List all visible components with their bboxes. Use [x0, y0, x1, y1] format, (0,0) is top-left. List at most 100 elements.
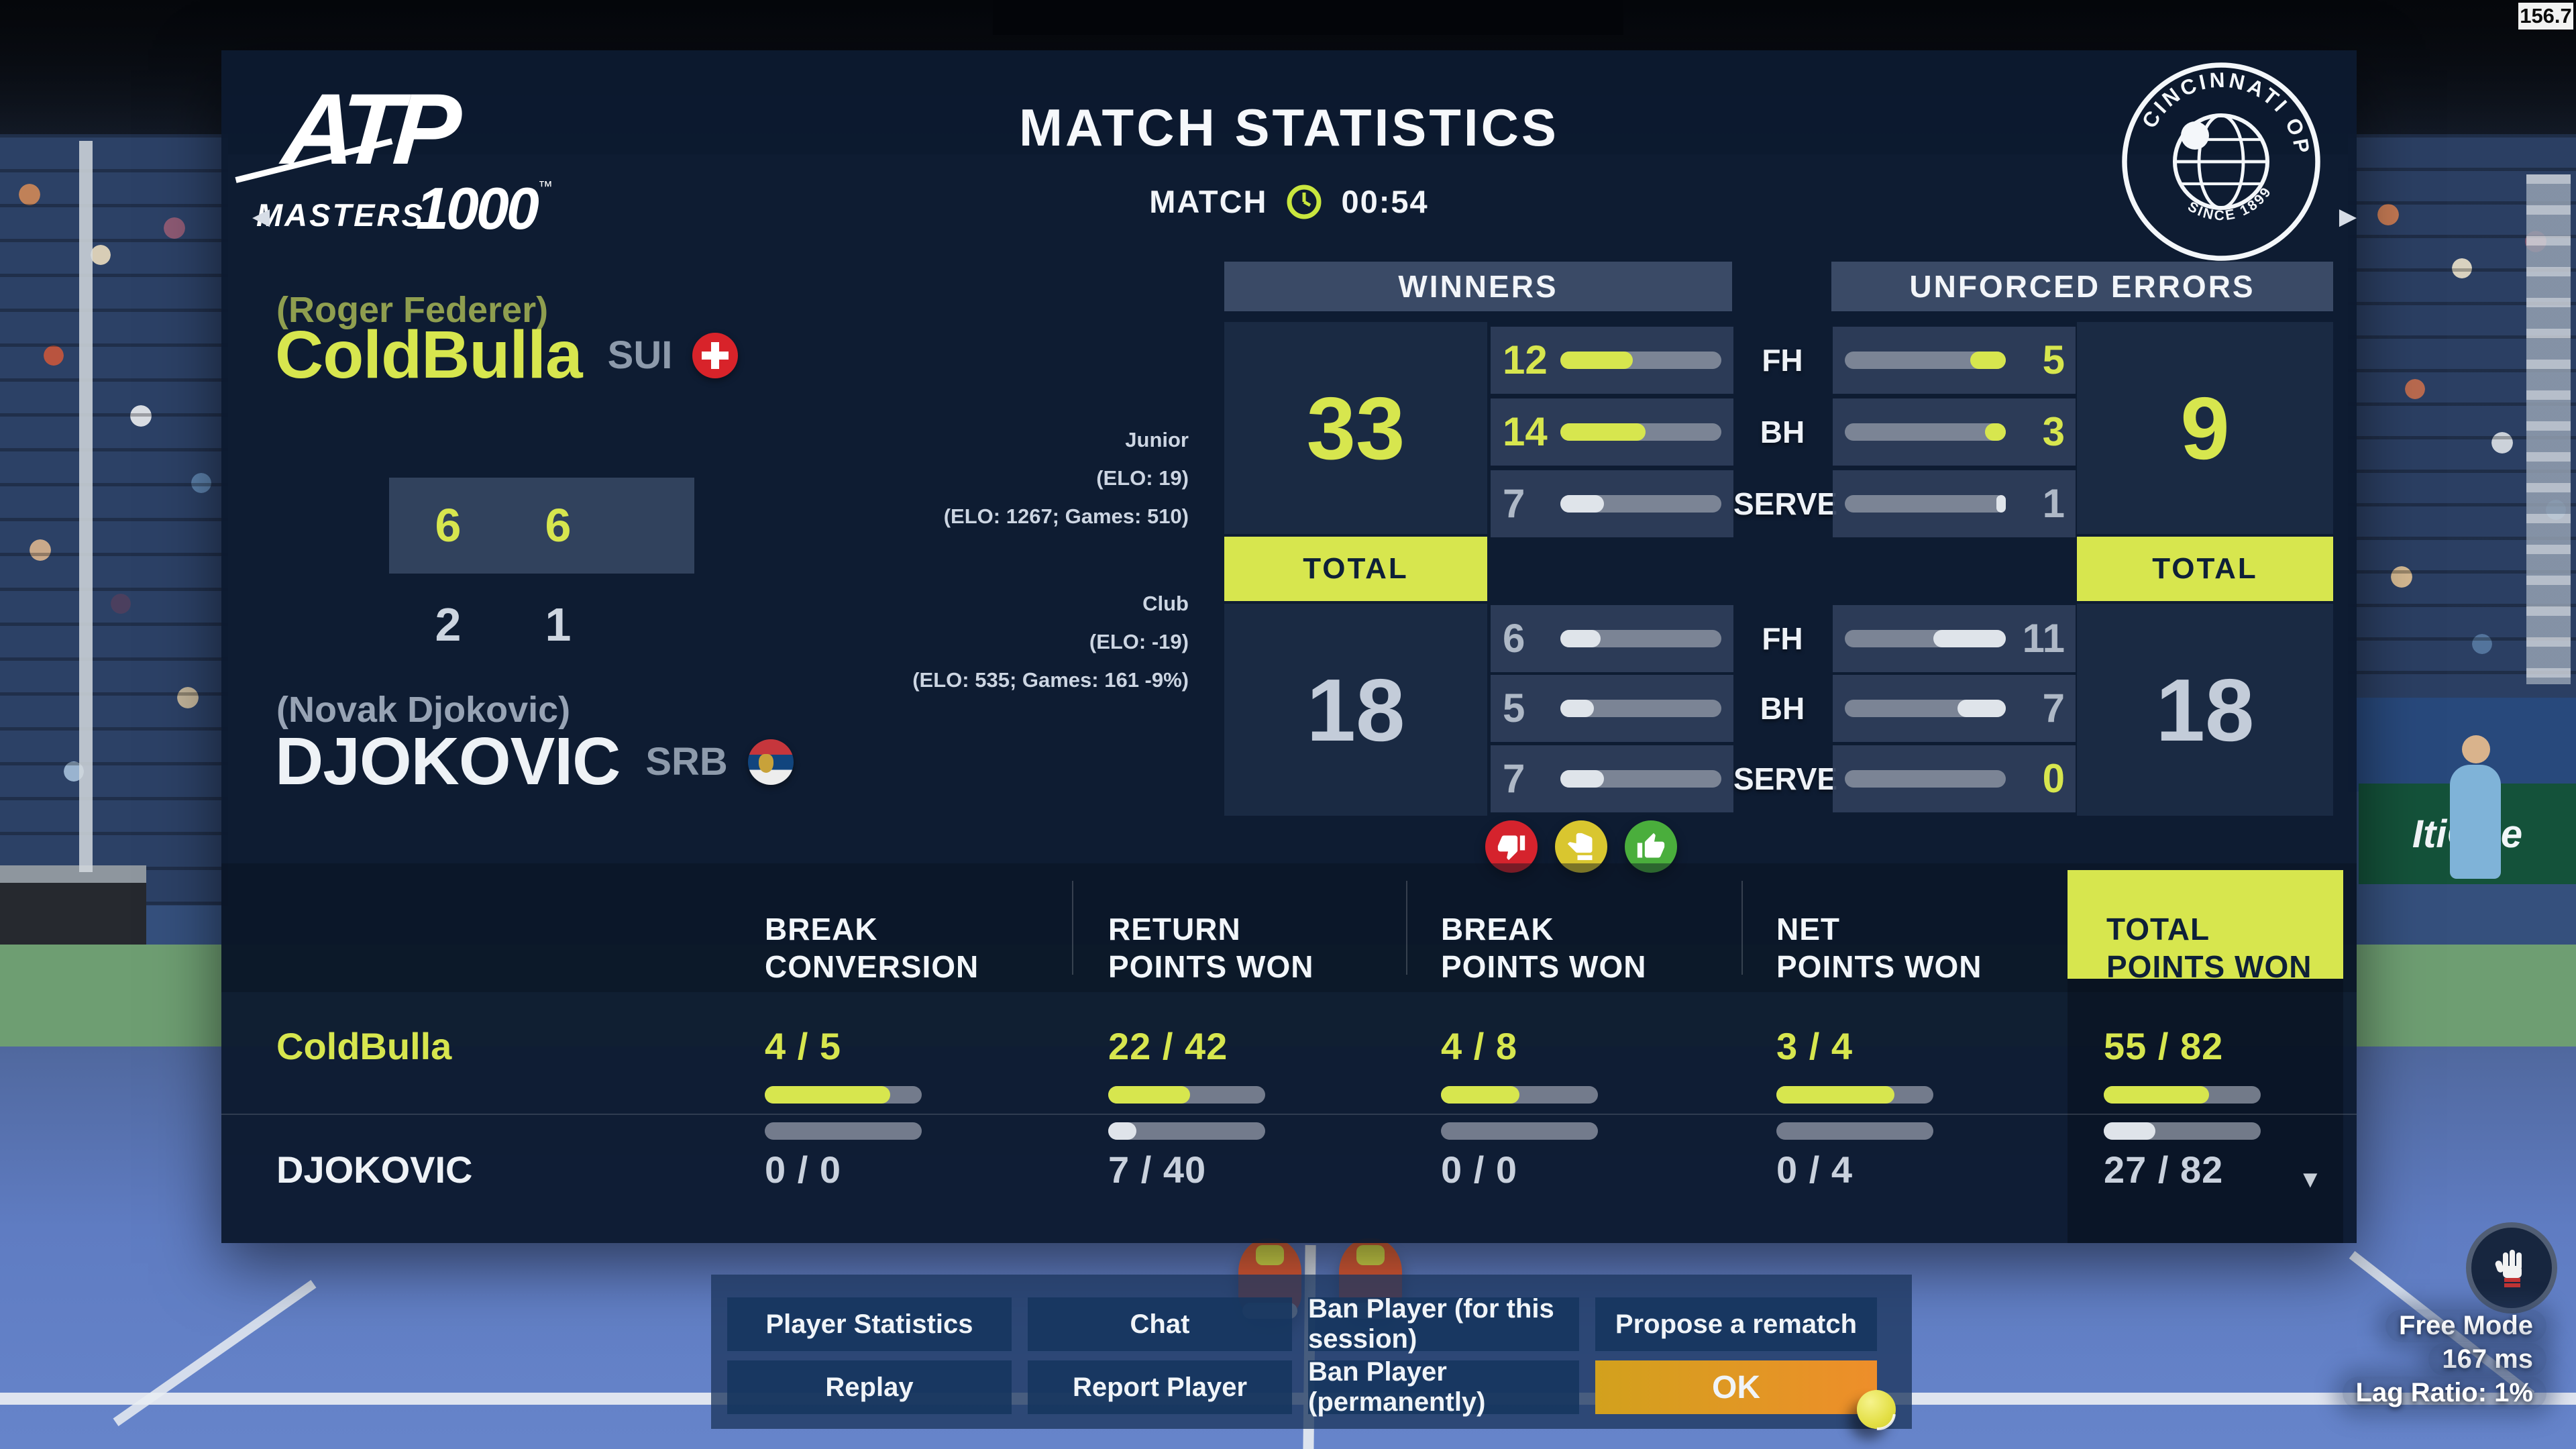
- unforced-p1-fh-bar: [1845, 352, 2006, 369]
- player2-country: SRB: [645, 740, 728, 784]
- column-separator: [1741, 881, 1743, 975]
- glove-icon: [2495, 1250, 2522, 1287]
- winners-total-band: TOTAL: [1224, 537, 1487, 601]
- player1-name: ColdBulla: [275, 317, 583, 392]
- nav-arrow-right[interactable]: ▶: [2339, 204, 2357, 229]
- p1-total-points-bar: [2104, 1086, 2261, 1104]
- stat-label-serve-bottom: SERVE: [1733, 761, 1838, 796]
- thumbs-neutral-icon: [1567, 833, 1593, 861]
- clock-icon: [1287, 184, 1322, 219]
- p1-break-points-won: 4 / 8: [1441, 1025, 1517, 1067]
- unforced-p1-bh-row: 3: [1833, 398, 2076, 466]
- player2-set2-score: 1: [545, 598, 572, 651]
- column-separator: [1406, 881, 1407, 975]
- stats-row-player1-name: ColdBulla: [276, 1025, 452, 1067]
- total-points-won-highlight: [2068, 870, 2343, 979]
- player2-elo-block: Club (ELO: -19) (ELO: 535; Games: 161 -9…: [859, 584, 1189, 699]
- column-header-break-conversion: BREAK CONVERSION: [765, 912, 979, 984]
- unforced-p1-fh-row: 5: [1833, 327, 2076, 394]
- player2-real-name: (Novak Djokovic): [276, 690, 571, 730]
- player1-set1-score: 6: [435, 499, 462, 551]
- winners-p2-bh-row: 5: [1491, 675, 1733, 742]
- jumbotron-bottom: [993, 0, 1623, 35]
- scroll-down-indicator[interactable]: ▼: [2298, 1165, 2322, 1193]
- nav-arrow-left[interactable]: ◀: [252, 204, 270, 229]
- unforced-p1-serve-row: 1: [1833, 470, 2076, 537]
- match-statistics-panel: ATP MASTERS 1000 ™ MATCH STATISTICS MATC…: [221, 50, 2357, 1243]
- player1-set2-score: 6: [545, 499, 572, 551]
- player1-elo-delta: (ELO: 19): [1096, 466, 1189, 490]
- thumbs-up-button[interactable]: [1625, 820, 1677, 873]
- p2-net-points-bar: [1776, 1122, 1933, 1140]
- column-separator: [1072, 881, 1073, 975]
- winners-p1-serve-value: 7: [1503, 481, 1525, 526]
- p2-total-points-bar: [2104, 1122, 2261, 1140]
- winners-p2-serve-bar: [1560, 770, 1721, 788]
- stat-label-bh-bottom: BH: [1760, 691, 1805, 726]
- total-points-won-column-overlay: [2068, 979, 2343, 1243]
- hud-ping-label: 167 ms: [2428, 1343, 2546, 1376]
- winners-p1-fh-value: 12: [1503, 337, 1548, 382]
- p2-total-points-won: 27 / 82: [2104, 1148, 2224, 1191]
- post-match-menu: Player Statistics Chat Ban Player (for t…: [711, 1275, 1912, 1429]
- unforced-p1-serve-value: 1: [2042, 481, 2065, 526]
- player-statistics-button[interactable]: Player Statistics: [727, 1297, 1012, 1351]
- ok-button[interactable]: OK: [1595, 1360, 1877, 1414]
- winners-p1-bh-row: 14: [1491, 398, 1733, 466]
- player2-name: DJOKOVIC: [275, 724, 621, 799]
- winners-p1-fh-row: 12: [1491, 327, 1733, 394]
- winners-p1-serve-row: 7: [1491, 470, 1733, 537]
- atp-logo-masters: MASTERS: [256, 197, 425, 233]
- fps-counter: 156.7: [2518, 3, 2573, 30]
- winners-p2-serve-value: 7: [1503, 756, 1525, 801]
- unforced-p1-bh-bar: [1845, 423, 2006, 441]
- replay-button[interactable]: Replay: [727, 1360, 1012, 1414]
- ban-player-session-button[interactable]: Ban Player (for this session): [1308, 1294, 1579, 1354]
- player2-elo-detail: (ELO: 535; Games: 161 -9%): [912, 668, 1189, 692]
- p2-return-points-won: 7 / 40: [1108, 1148, 1207, 1191]
- player1-elo-block: Junior (ELO: 19) (ELO: 1267; Games: 510): [859, 421, 1189, 535]
- crowd-left: [0, 134, 228, 906]
- glove-badge-icon: [2466, 1222, 2557, 1313]
- unforced-p2-serve-bar: [1845, 770, 2006, 788]
- atp-logo-tm: ™: [538, 178, 553, 195]
- net-pole: [79, 141, 93, 872]
- serbia-flag-icon: [747, 739, 794, 785]
- unforced-p2-serve-value: 0: [2042, 756, 2065, 801]
- p2-return-points-bar: [1108, 1122, 1265, 1140]
- player1-country: SUI: [607, 333, 673, 377]
- stairs-right: [2526, 174, 2571, 684]
- player2-set1-score: 2: [435, 598, 462, 651]
- ban-player-permanent-button[interactable]: Ban Player (permanently): [1308, 1357, 1579, 1417]
- player1-real-name: (Roger Federer): [276, 290, 549, 330]
- report-player-button[interactable]: Report Player: [1028, 1360, 1292, 1414]
- column-header-total-points-won: TOTAL POINTS WON: [2106, 912, 2312, 984]
- winners-p2-bh-value: 5: [1503, 686, 1525, 731]
- p1-break-conversion: 4 / 5: [765, 1025, 841, 1067]
- p2-net-points-won: 0 / 4: [1776, 1148, 1853, 1191]
- p2-break-conversion: 0 / 0: [765, 1148, 841, 1191]
- p1-total-points-won: 55 / 82: [2104, 1025, 2224, 1067]
- p1-return-points-bar: [1108, 1086, 1265, 1104]
- unforced-p2-bh-bar: [1845, 700, 2006, 717]
- atp-masters-1000-logo: ATP MASTERS 1000 ™: [235, 72, 553, 246]
- player2-elo-delta: (ELO: -19): [1089, 630, 1189, 653]
- chat-button[interactable]: Chat: [1028, 1297, 1292, 1351]
- p2-break-conversion-bar: [765, 1122, 922, 1140]
- unforced-p1-bh-value: 3: [2042, 409, 2065, 454]
- unforced-player2-total: 18: [2077, 604, 2333, 816]
- p1-return-points-won: 22 / 42: [1108, 1025, 1228, 1067]
- player2-name-row: DJOKOVIC SRB: [275, 727, 794, 797]
- propose-rematch-button[interactable]: Propose a rematch: [1595, 1297, 1877, 1351]
- thumbs-neutral-button[interactable]: [1555, 820, 1607, 873]
- p1-break-points-bar: [1441, 1086, 1598, 1104]
- winners-p2-fh-row: 6: [1491, 605, 1733, 672]
- column-header-net-points-won: NET POINTS WON: [1776, 912, 1982, 984]
- switzerland-flag-icon: [692, 332, 739, 378]
- winners-player2-total: 18: [1224, 604, 1487, 816]
- stat-label-bh-top: BH: [1760, 415, 1805, 449]
- thumbs-down-button[interactable]: [1485, 820, 1538, 873]
- unforced-player1-total: 9: [2077, 322, 2333, 534]
- match-clock-row: MATCH 00:54: [221, 183, 2357, 220]
- winners-p2-fh-value: 6: [1503, 616, 1525, 661]
